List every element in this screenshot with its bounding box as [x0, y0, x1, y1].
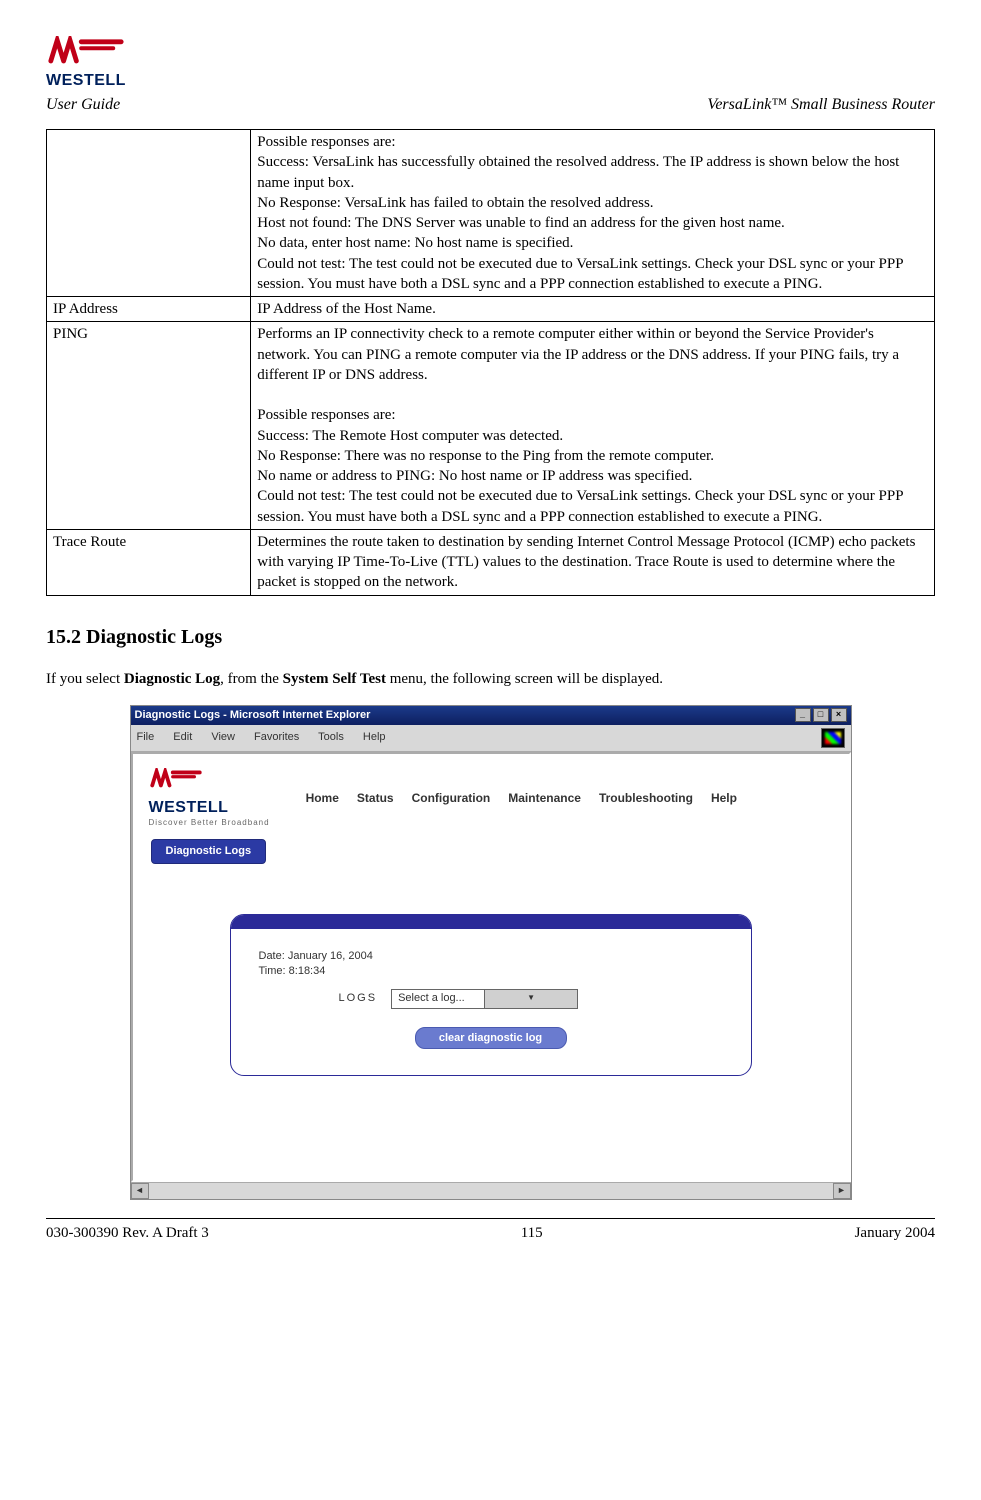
- table-row: PINGPerforms an IP connectivity check to…: [47, 322, 935, 530]
- intro-text: menu, the following screen will be displ…: [386, 671, 663, 687]
- menu-item[interactable]: Tools: [318, 731, 344, 743]
- row-description: Determines the route taken to destinatio…: [251, 529, 935, 595]
- definitions-table: Possible responses are:Success: VersaLin…: [46, 129, 935, 596]
- product-title: VersaLink™ Small Business Router: [707, 94, 935, 116]
- row-label: Trace Route: [47, 529, 251, 595]
- menu-item[interactable]: Help: [363, 731, 386, 743]
- brand-name: WESTELL: [46, 70, 126, 92]
- clear-diagnostic-log-button[interactable]: clear diagnostic log: [415, 1027, 567, 1050]
- ie-flag-icon: [821, 728, 845, 748]
- diagnostic-panel: Date: January 16, 2004 Time: 8:18:34 LOG…: [230, 914, 752, 1077]
- menu-item[interactable]: Edit: [173, 731, 192, 743]
- nav-item[interactable]: Status: [357, 790, 394, 806]
- maximize-icon[interactable]: □: [813, 708, 829, 722]
- date-label: Date: January 16, 2004: [259, 949, 723, 964]
- intro-bold1: Diagnostic Log: [124, 671, 220, 687]
- browser-viewport: WESTELL Discover Better Broadband Home S…: [131, 752, 851, 1182]
- minimize-icon[interactable]: _: [795, 708, 811, 722]
- intro-text: If you select: [46, 671, 124, 687]
- menubar-items: File Edit View Favorites Tools Help: [137, 730, 402, 745]
- scroll-right-icon[interactable]: ►: [833, 1183, 851, 1199]
- main-nav: Home Status Configuration Maintenance Tr…: [306, 790, 737, 806]
- row-description: Performs an IP connectivity check to a r…: [251, 322, 935, 530]
- row-description: Possible responses are:Success: VersaLin…: [251, 130, 935, 297]
- browser-window: Diagnostic Logs - Microsoft Internet Exp…: [130, 705, 852, 1200]
- nav-item[interactable]: Home: [306, 790, 339, 806]
- horizontal-scrollbar[interactable]: ◄ ►: [131, 1182, 851, 1199]
- westell-logo-icon: [46, 36, 126, 70]
- intro-text: , from the: [220, 671, 282, 687]
- intro-bold2: System Self Test: [283, 671, 386, 687]
- table-row: Possible responses are:Success: VersaLin…: [47, 130, 935, 297]
- window-title: Diagnostic Logs - Microsoft Internet Exp…: [135, 708, 371, 723]
- menu-item[interactable]: File: [137, 731, 155, 743]
- diagnostic-logs-tab[interactable]: Diagnostic Logs: [151, 839, 267, 864]
- row-description: IP Address of the Host Name.: [251, 297, 935, 322]
- window-controls: _ □ ×: [795, 708, 847, 722]
- section-heading: 15.2 Diagnostic Logs: [46, 624, 935, 651]
- panel-body: Date: January 16, 2004 Time: 8:18:34 LOG…: [231, 929, 751, 1076]
- nav-item[interactable]: Configuration: [412, 790, 491, 806]
- page-header-bar: WESTELL Discover Better Broadband Home S…: [133, 754, 849, 837]
- table-row: IP AddressIP Address of the Host Name.: [47, 297, 935, 322]
- row-label: PING: [47, 322, 251, 530]
- footer-right: January 2004: [855, 1223, 935, 1243]
- nav-item[interactable]: Maintenance: [508, 790, 581, 806]
- logo-block: WESTELL User Guide: [46, 36, 126, 115]
- page-footer: 030-300390 Rev. A Draft 3 115 January 20…: [46, 1218, 935, 1243]
- panel-header: [231, 915, 751, 929]
- window-titlebar: Diagnostic Logs - Microsoft Internet Exp…: [131, 706, 851, 725]
- table-body: Possible responses are:Success: VersaLin…: [47, 130, 935, 596]
- menu-item[interactable]: Favorites: [254, 731, 299, 743]
- guide-label: User Guide: [46, 94, 120, 116]
- page-brand: WESTELL: [149, 797, 270, 819]
- footer-left: 030-300390 Rev. A Draft 3: [46, 1223, 209, 1243]
- scroll-left-icon[interactable]: ◄: [131, 1183, 149, 1199]
- page-header: WESTELL User Guide VersaLink™ Small Busi…: [46, 36, 935, 115]
- page-logo: WESTELL Discover Better Broadband: [149, 768, 270, 829]
- menu-item[interactable]: View: [211, 731, 235, 743]
- section-intro: If you select Diagnostic Log, from the S…: [46, 669, 935, 689]
- westell-logo-icon: [149, 768, 203, 792]
- footer-center: 115: [521, 1223, 543, 1243]
- row-label: IP Address: [47, 297, 251, 322]
- chevron-down-icon: ▼: [484, 990, 577, 1008]
- time-label: Time: 8:18:34: [259, 964, 723, 979]
- row-label: [47, 130, 251, 297]
- browser-menubar: File Edit View Favorites Tools Help: [131, 725, 851, 752]
- close-icon[interactable]: ×: [831, 708, 847, 722]
- logs-select-row: LOGS Select a log... ▼: [259, 989, 723, 1009]
- select-value: Select a log...: [392, 990, 484, 1007]
- nav-item[interactable]: Help: [711, 790, 737, 806]
- logs-select[interactable]: Select a log... ▼: [391, 989, 578, 1009]
- page-tagline: Discover Better Broadband: [149, 818, 270, 829]
- logs-label: LOGS: [339, 991, 378, 1006]
- table-row: Trace RouteDetermines the route taken to…: [47, 529, 935, 595]
- nav-item[interactable]: Troubleshooting: [599, 790, 693, 806]
